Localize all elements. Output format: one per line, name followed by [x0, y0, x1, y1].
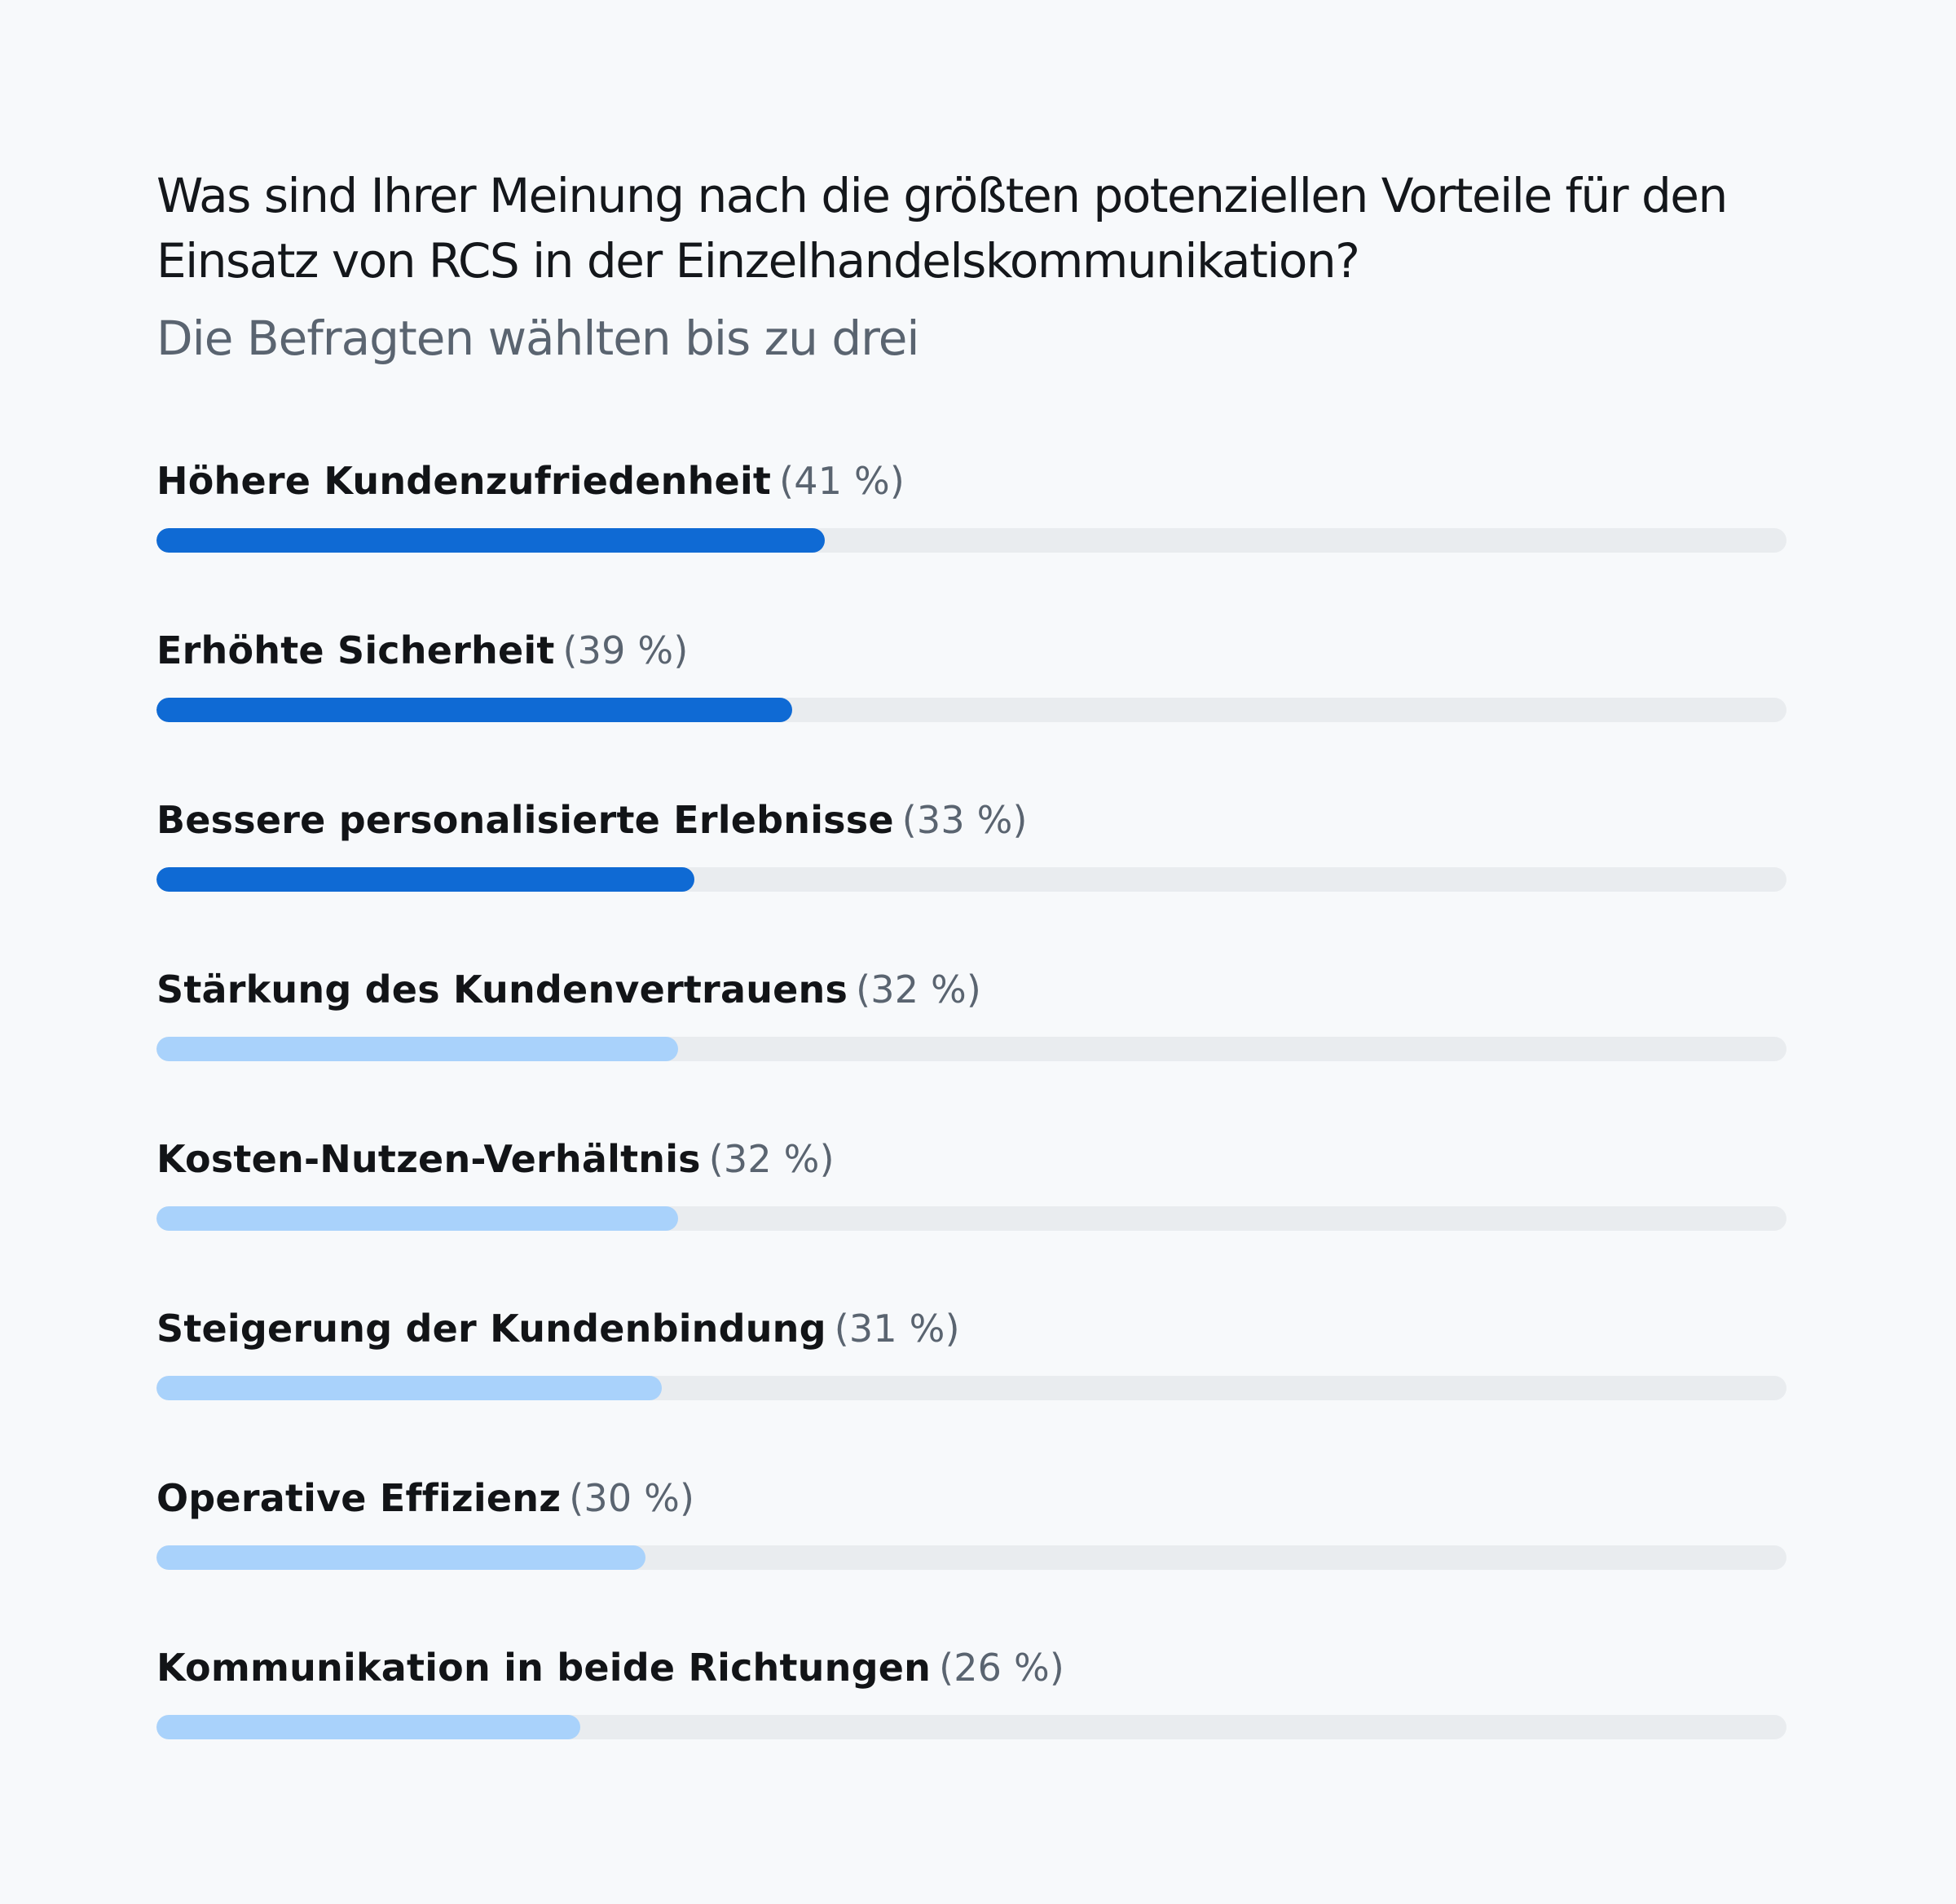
bar-track — [156, 528, 1786, 553]
bar-label: Kommunikation in beide Richtungen (26 %) — [156, 1645, 1064, 1690]
chart-subtitle: Die Befragten wählten bis zu drei — [156, 311, 919, 366]
bar-track — [156, 1715, 1786, 1739]
bar-track — [156, 1206, 1786, 1231]
bar-row: Bessere personalisierte Erlebnisse (33 %) — [156, 779, 1786, 949]
bar-label: Höhere Kundenzufriedenheit (41 %) — [156, 458, 905, 504]
category-label: Kommunikation in beide Richtungen — [156, 1646, 932, 1690]
value-label: (31 %) — [834, 1307, 960, 1351]
category-label: Erhöhte Sicherheit — [156, 628, 555, 672]
bar — [156, 1376, 662, 1400]
bar — [156, 1206, 678, 1231]
category-label: Bessere personalisierte Erlebnisse — [156, 798, 894, 842]
bar-track — [156, 698, 1786, 722]
category-label: Steigerung der Kundenbindung — [156, 1307, 826, 1351]
category-label: Höhere Kundenzufriedenheit — [156, 459, 772, 503]
bar — [156, 1545, 645, 1570]
bar-label: Operative Effizienz (30 %) — [156, 1475, 694, 1521]
bar-label: Steigerung der Kundenbindung (31 %) — [156, 1306, 960, 1351]
bar-row: Stärkung des Kundenvertrauens (32 %) — [156, 949, 1786, 1118]
category-label: Kosten-Nutzen-Verhältnis — [156, 1137, 701, 1181]
bar — [156, 528, 825, 553]
category-label: Stärkung des Kundenvertrauens — [156, 967, 848, 1012]
bar — [156, 1037, 678, 1061]
chart-title: Was sind Ihrer Meinung nach die größten … — [156, 168, 1728, 289]
bar-track — [156, 1376, 1786, 1400]
bar — [156, 867, 694, 892]
bar-row: Höhere Kundenzufriedenheit (41 %) — [156, 440, 1786, 610]
bar-track — [156, 1545, 1786, 1570]
bar-row: Steigerung der Kundenbindung (31 %) — [156, 1288, 1786, 1457]
bar-label: Erhöhte Sicherheit (39 %) — [156, 628, 688, 673]
bar-row: Erhöhte Sicherheit (39 %) — [156, 610, 1786, 779]
value-label: (39 %) — [562, 628, 689, 672]
bar-row: Kommunikation in beide Richtungen (26 %) — [156, 1627, 1786, 1796]
value-label: (41 %) — [779, 459, 905, 503]
bar-row: Kosten-Nutzen-Verhältnis (32 %) — [156, 1118, 1786, 1288]
value-label: (32 %) — [856, 967, 982, 1012]
value-label: (26 %) — [939, 1646, 1065, 1690]
bar — [156, 698, 792, 722]
bar-list: Höhere Kundenzufriedenheit (41 %) Erhöhte … — [156, 440, 1786, 1796]
value-label: (32 %) — [708, 1137, 835, 1181]
bar-label: Kosten-Nutzen-Verhältnis (32 %) — [156, 1136, 835, 1182]
bar-row: Operative Effizienz (30 %) — [156, 1457, 1786, 1627]
category-label: Operative Effizienz — [156, 1476, 562, 1520]
bar-label: Stärkung des Kundenvertrauens (32 %) — [156, 967, 981, 1012]
value-label: (33 %) — [901, 798, 1028, 842]
bar — [156, 1715, 580, 1739]
value-label: (30 %) — [569, 1476, 695, 1520]
bar-track — [156, 867, 1786, 892]
bar-track — [156, 1037, 1786, 1061]
bar-label: Bessere personalisierte Erlebnisse (33 %) — [156, 797, 1028, 843]
